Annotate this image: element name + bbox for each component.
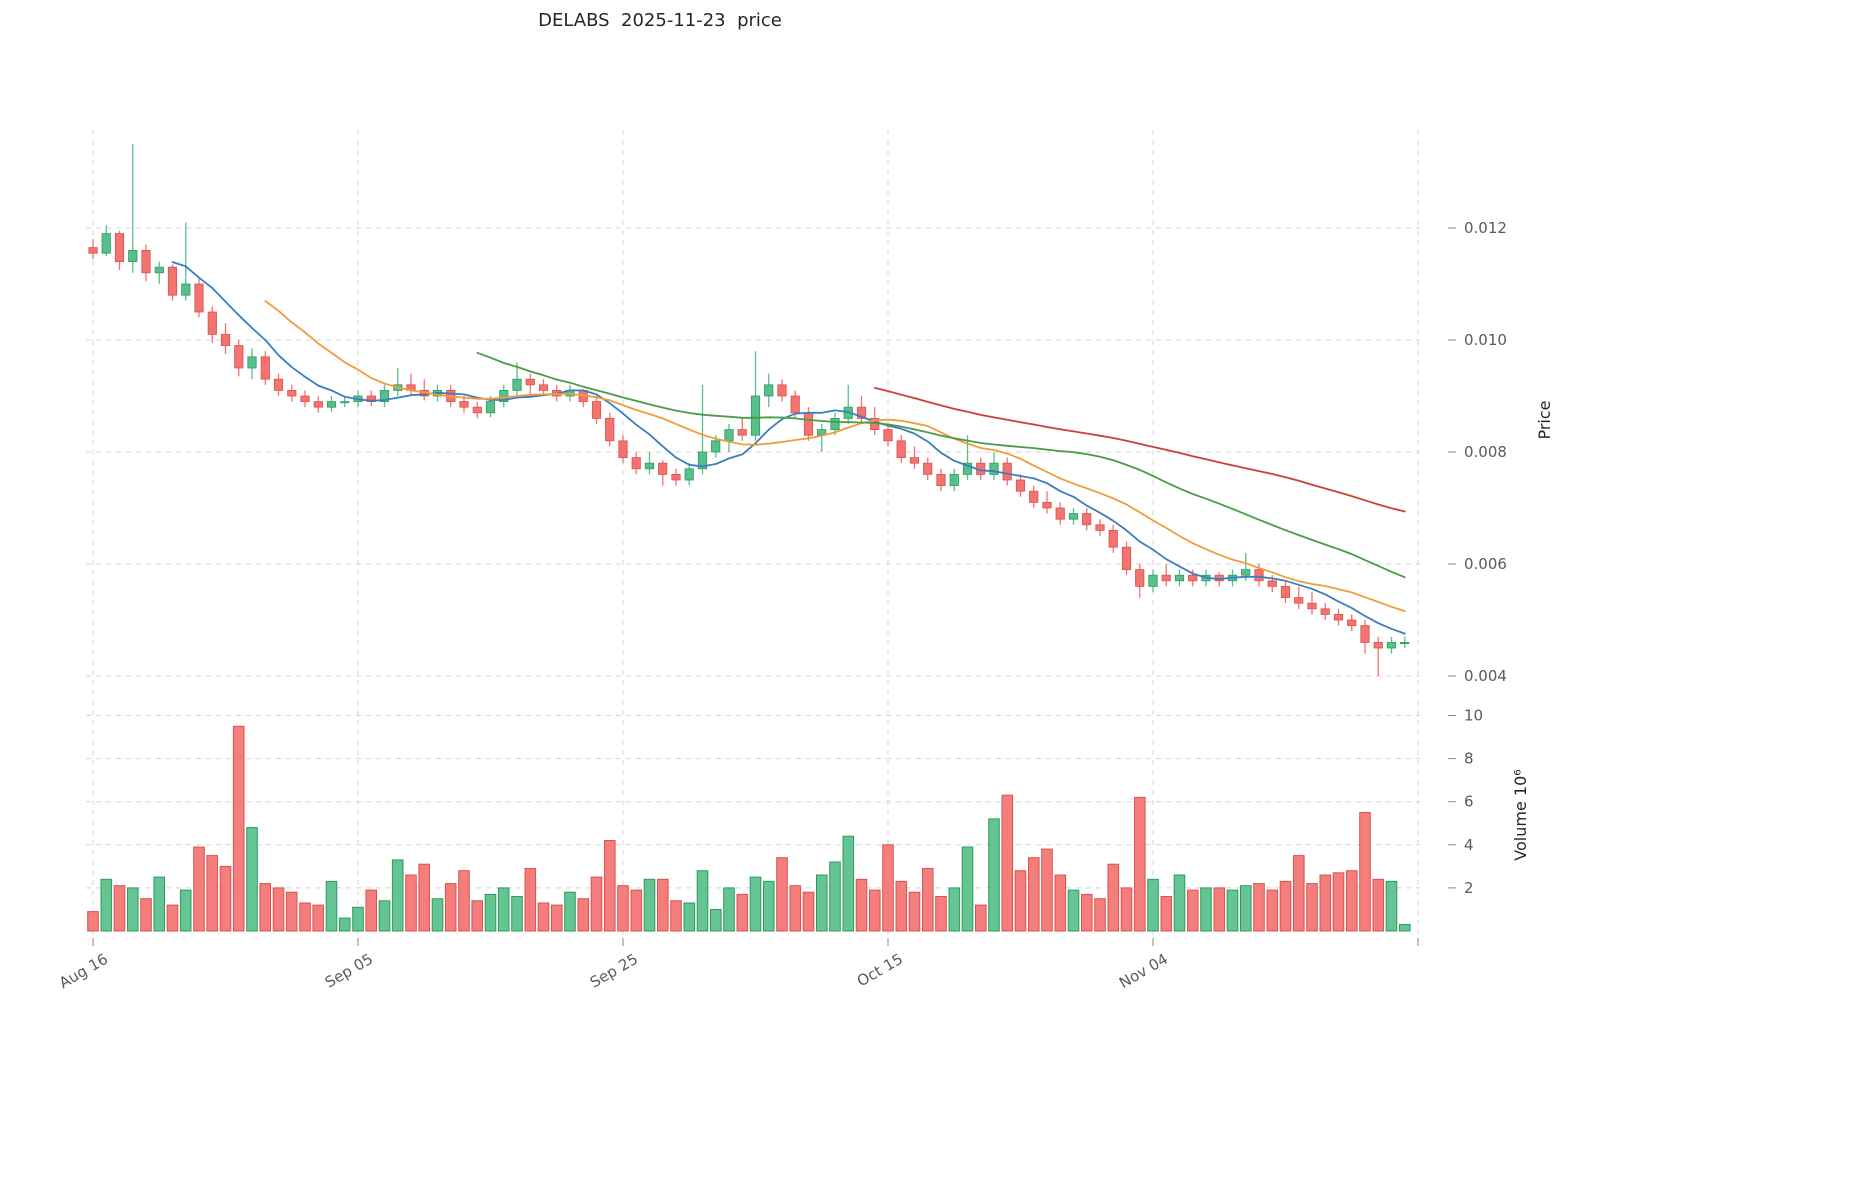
date-tick-label: Sep 05 [322, 950, 376, 992]
volume-tick-label: 10 [1464, 707, 1483, 725]
volume-tick-label: 2 [1464, 879, 1474, 897]
ma-xlong-line [873, 386, 1406, 513]
price-tick-label: 0.010 [1464, 331, 1507, 349]
volume-tick-label: 4 [1464, 836, 1474, 854]
chart-title: DELABS 2025-11-23 price [538, 10, 782, 31]
volume-tick-label: 6 [1464, 793, 1474, 811]
volume-axis-label: Volume 10⁶ [1511, 769, 1530, 860]
price-axis-label: Price [1535, 400, 1554, 439]
candlesticks [88, 144, 1410, 676]
date-tick-label: Sep 25 [587, 950, 641, 992]
price-tick-label: 0.012 [1464, 219, 1507, 237]
gridlines [86, 130, 1420, 938]
axis-ticks [92, 227, 1456, 946]
date-tick-label: Aug 16 [56, 950, 111, 992]
ma-long-line [476, 351, 1406, 579]
volume-bars [87, 725, 1411, 932]
volume-tick-label: 8 [1464, 750, 1474, 768]
price-tick-label: 0.006 [1464, 555, 1507, 573]
axis-titles: Price Volume 10⁶ [1511, 400, 1554, 860]
ma-mid-line [264, 300, 1406, 613]
date-tick-label: Oct 15 [854, 950, 906, 990]
date-tick-label: Nov 04 [1116, 950, 1171, 992]
price-tick-label: 0.008 [1464, 443, 1507, 461]
ma-short-line [171, 261, 1406, 635]
price-tick-label: 0.004 [1464, 667, 1507, 685]
